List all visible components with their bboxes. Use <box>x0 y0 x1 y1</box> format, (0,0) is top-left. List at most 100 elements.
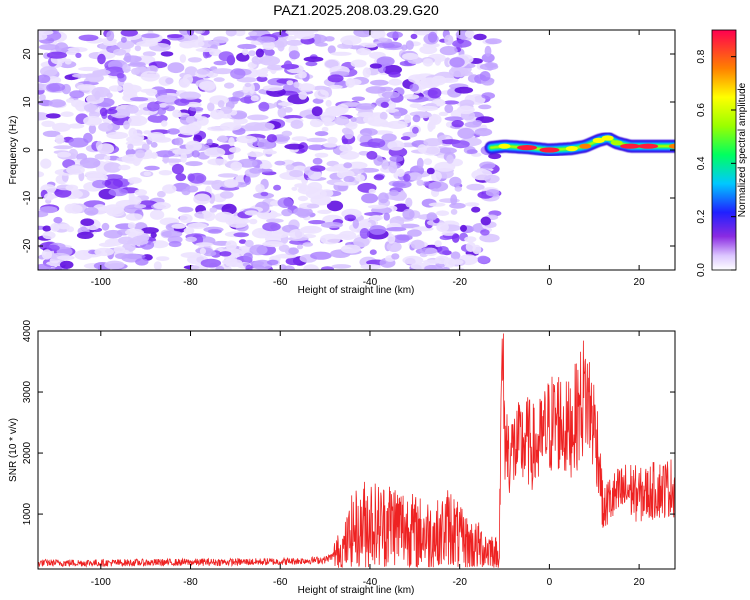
noise-blob <box>399 190 406 201</box>
noise-blob <box>136 40 158 47</box>
noise-blob <box>334 116 350 126</box>
noise-blob <box>181 188 191 196</box>
x-tick-label: -100 <box>91 577 111 588</box>
noise-blob <box>219 251 232 257</box>
noise-blob <box>367 118 389 127</box>
noise-blob <box>98 122 113 132</box>
noise-blob <box>256 76 268 82</box>
noise-blob <box>310 165 326 172</box>
noise-blob <box>156 107 167 115</box>
noise-blob <box>150 141 158 148</box>
noise-blob <box>128 115 148 126</box>
noise-blob <box>157 190 166 198</box>
noise-blob <box>250 95 259 102</box>
noise-blob <box>273 184 282 191</box>
noise-blob <box>147 132 166 142</box>
noise-blob <box>71 73 92 78</box>
noise-blob <box>242 85 250 94</box>
noise-blob <box>68 123 85 129</box>
noise-blob <box>104 260 125 270</box>
noise-blob <box>193 134 203 143</box>
noise-blob <box>219 191 234 199</box>
noise-blob <box>57 223 70 230</box>
noise-blob <box>346 78 362 86</box>
noise-blob <box>54 188 72 198</box>
noise-blob <box>103 162 122 173</box>
noise-blob <box>38 210 49 218</box>
noise-blob <box>480 229 490 236</box>
noise-blob <box>485 38 502 45</box>
noise-blob <box>135 258 149 266</box>
noise-blob <box>143 130 152 135</box>
noise-blob <box>421 144 441 156</box>
noise-blob <box>356 103 376 110</box>
noise-blob <box>183 227 195 235</box>
noise-blob <box>53 145 73 150</box>
snr-y-axis-label: SNR (10 * v/v) <box>8 418 19 482</box>
noise-blob <box>464 121 482 128</box>
noise-blob <box>423 138 443 147</box>
noise-blob <box>363 221 372 228</box>
noise-blob <box>448 66 469 78</box>
noise-blob <box>91 86 111 98</box>
noise-blob <box>167 62 185 74</box>
noise-blob <box>125 213 143 221</box>
noise-blob <box>479 71 491 82</box>
noise-blob <box>399 223 420 229</box>
noise-blob <box>172 148 192 155</box>
noise-blob <box>350 59 367 68</box>
colorbar-gradient <box>711 29 737 271</box>
noise-blob <box>226 97 242 102</box>
noise-blob <box>327 74 344 83</box>
noise-blob <box>57 255 75 261</box>
spectrogram-signal-ridge <box>484 131 675 157</box>
noise-blob <box>42 130 61 137</box>
x-tick-label: 20 <box>634 577 646 588</box>
noise-blob <box>92 179 109 189</box>
noise-blob <box>391 253 400 260</box>
noise-blob <box>450 194 458 206</box>
snr-y-ticks: 1000 2000 3000 4000 <box>22 319 675 525</box>
noise-blob <box>141 227 159 234</box>
noise-blob <box>480 216 491 226</box>
x-tick-label: 0 <box>547 577 553 588</box>
ridge-hotspot <box>579 143 592 149</box>
noise-blob <box>310 251 332 260</box>
noise-blob <box>117 40 135 50</box>
noise-blob <box>191 150 200 158</box>
noise-blob <box>165 77 174 85</box>
noise-blob <box>262 41 275 50</box>
noise-blob <box>484 174 500 184</box>
noise-blob <box>187 222 208 229</box>
noise-blob <box>83 132 93 143</box>
noise-blob <box>213 36 229 44</box>
noise-blob <box>188 172 207 184</box>
noise-blob <box>416 179 424 186</box>
noise-blob <box>457 127 475 139</box>
noise-blob <box>259 162 273 170</box>
noise-blob <box>238 239 247 244</box>
noise-blob <box>156 256 170 261</box>
ridge-hotspot <box>669 143 675 149</box>
noise-blob <box>402 52 419 61</box>
noise-blob <box>361 193 379 204</box>
noise-blob <box>180 152 188 163</box>
ridge-hotspot <box>592 137 605 143</box>
noise-blob <box>444 116 464 121</box>
noise-blob <box>364 212 383 216</box>
noise-blob <box>376 56 395 67</box>
noise-blob <box>396 168 405 177</box>
noise-blob <box>325 166 343 172</box>
noise-blob <box>101 222 110 231</box>
colorbar-ticks: 0.0 0.2 0.4 0.6 0.8 <box>696 49 736 277</box>
colorbar: 0.0 0.2 0.4 0.6 0.8 Normalized spectral ampl… <box>696 29 748 277</box>
noise-blob <box>336 103 349 114</box>
noise-blob <box>69 90 85 99</box>
noise-blob <box>417 105 439 111</box>
noise-blob <box>59 260 74 269</box>
noise-blob <box>120 36 127 43</box>
noise-blob <box>424 264 443 270</box>
noise-blob <box>320 221 343 229</box>
noise-blob <box>189 106 204 112</box>
noise-blob <box>436 222 449 233</box>
